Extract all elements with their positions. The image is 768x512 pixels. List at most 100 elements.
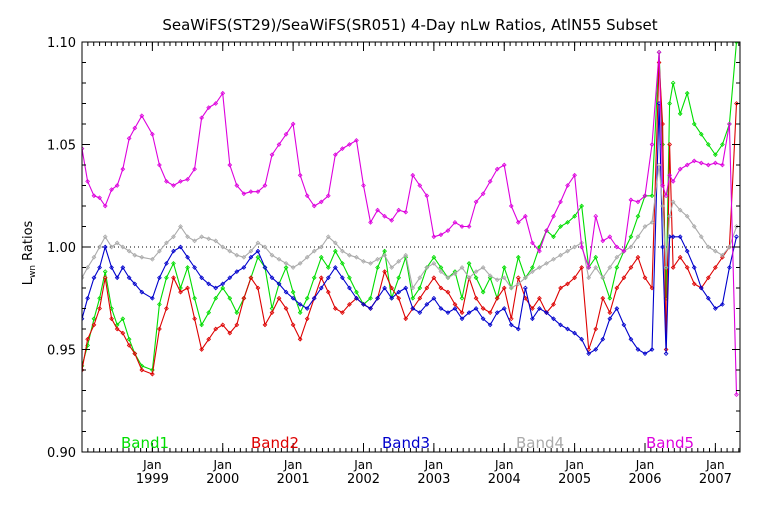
data-point [727, 121, 732, 127]
data-point [164, 306, 169, 311]
data-point [340, 248, 345, 254]
data-point [614, 265, 620, 270]
y-tick-label: 1.05 [47, 139, 76, 154]
data-point [487, 273, 493, 279]
data-point [438, 269, 444, 274]
data-point [487, 322, 493, 328]
data-point [691, 121, 697, 127]
data-point [565, 281, 570, 287]
data-point [82, 146, 85, 151]
series-band1 [82, 42, 739, 373]
data-point [734, 392, 739, 397]
data-point [593, 265, 599, 270]
data-point [139, 289, 145, 295]
data-point [508, 316, 514, 322]
data-point [551, 213, 556, 219]
x-tick-year-label: 2005 [558, 472, 591, 487]
data-point [515, 220, 521, 225]
data-point [220, 281, 226, 287]
data-point [537, 248, 542, 254]
data-point [139, 254, 145, 260]
data-point [325, 265, 331, 270]
data-point [361, 183, 366, 188]
data-point [660, 203, 665, 209]
data-point [318, 275, 324, 281]
data-point [82, 367, 85, 373]
data-point [684, 265, 690, 270]
data-point [607, 310, 613, 315]
data-point [139, 113, 145, 119]
data-point [332, 240, 338, 246]
legend-label-band4: Band4 [516, 434, 564, 452]
data-point [621, 248, 627, 254]
data-point [227, 248, 233, 254]
data-point [473, 306, 479, 311]
data-point [593, 347, 599, 352]
data-point [150, 295, 155, 301]
data-point [361, 302, 366, 307]
data-point [102, 234, 108, 240]
data-point [459, 265, 465, 270]
data-point [551, 256, 556, 262]
data-point [109, 244, 114, 250]
x-tick-year-label: 2001 [277, 472, 310, 487]
data-point [558, 199, 563, 205]
data-point [157, 275, 162, 281]
data-point [734, 234, 739, 240]
y-tick-label: 1.10 [47, 36, 76, 51]
y-tick-label: 0.90 [47, 446, 76, 461]
data-point [410, 295, 416, 301]
data-point [660, 244, 665, 250]
data-point [347, 285, 352, 291]
data-point [97, 265, 102, 270]
data-point [649, 193, 655, 199]
data-point [396, 207, 402, 213]
data-point [572, 244, 577, 250]
data-point [178, 289, 183, 295]
data-point [698, 234, 704, 240]
data-point [185, 254, 190, 260]
data-point [304, 316, 310, 322]
x-tick-month-label: Jan [283, 458, 303, 472]
data-point [192, 238, 197, 244]
data-point [126, 336, 132, 342]
y-axis-label-main: L [21, 277, 36, 285]
data-point [178, 244, 183, 250]
data-point [530, 316, 535, 322]
data-point [102, 269, 108, 274]
data-point [480, 191, 486, 197]
data-point [579, 203, 585, 209]
data-point [269, 152, 275, 158]
data-point [494, 295, 500, 301]
plot-area [82, 42, 740, 397]
x-tick-month-label: Jan [212, 458, 232, 472]
data-point [85, 179, 90, 184]
data-point [537, 306, 542, 311]
legend-label-band1: Band1 [121, 434, 169, 452]
data-point [410, 172, 416, 178]
data-point [325, 234, 331, 240]
data-point [494, 310, 500, 315]
data-point [677, 166, 683, 172]
data-point [635, 254, 641, 260]
data-point [600, 238, 606, 244]
data-point [241, 254, 247, 260]
data-point [185, 234, 190, 240]
data-point [227, 295, 233, 301]
x-tick-month-label: Jan [142, 458, 162, 472]
data-point [579, 265, 585, 270]
data-point [126, 275, 132, 281]
data-point [691, 158, 697, 164]
data-point [375, 295, 380, 301]
data-point [248, 189, 254, 195]
data-point [614, 254, 620, 260]
x-tick-month-label: Jan [635, 458, 655, 472]
data-point [311, 203, 317, 209]
data-point [670, 234, 676, 240]
x-tick-year-label: 2003 [417, 472, 450, 487]
data-point [487, 275, 493, 281]
data-point [705, 142, 711, 147]
data-point [199, 115, 205, 121]
data-point [410, 285, 416, 291]
data-point [403, 316, 409, 322]
